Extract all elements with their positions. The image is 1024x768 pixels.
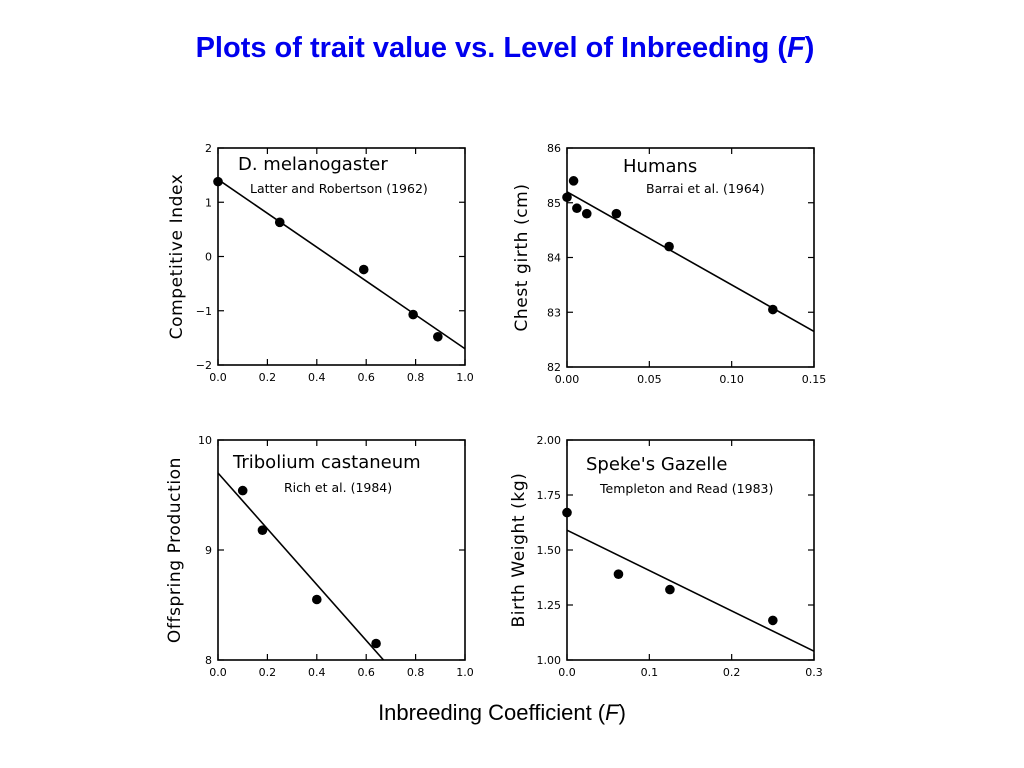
data-point bbox=[768, 304, 778, 315]
x-tick-label: 0.6 bbox=[357, 371, 375, 384]
data-point bbox=[433, 331, 443, 342]
data-point bbox=[257, 525, 268, 535]
data-point bbox=[664, 241, 674, 252]
data-point bbox=[562, 192, 572, 203]
y-axis-label: Chest girth (cm) bbox=[512, 183, 532, 331]
x-tick-label: 0.2 bbox=[723, 666, 741, 679]
slide-title-close: ) bbox=[804, 32, 815, 64]
x-tick-label: 0.4 bbox=[308, 371, 326, 384]
x-tick-label: 0.0 bbox=[558, 666, 576, 679]
data-point bbox=[665, 584, 675, 595]
y-tick-label: 1.50 bbox=[537, 544, 562, 557]
y-tick-label: 8 bbox=[205, 654, 212, 667]
data-point bbox=[358, 264, 369, 275]
y-tick-label: −2 bbox=[196, 359, 212, 372]
data-point bbox=[572, 203, 582, 214]
data-point bbox=[562, 507, 572, 518]
data-point bbox=[237, 485, 248, 496]
panel-citation: Latter and Robertson (1962) bbox=[250, 181, 428, 196]
panel-citation: Barrai et al. (1964) bbox=[646, 181, 765, 196]
y-tick-label: 1 bbox=[205, 196, 212, 209]
x-tick-label: 1.0 bbox=[456, 371, 474, 384]
panel-citation: Templeton and Read (1983) bbox=[599, 481, 773, 496]
x-caption-f: F bbox=[605, 700, 619, 725]
x-tick-label: 0.1 bbox=[641, 666, 659, 679]
y-tick-label: 2.00 bbox=[537, 434, 562, 447]
slide-title: Plots of trait value vs. Level of Inbree… bbox=[0, 32, 1010, 65]
x-tick-label: 0.0 bbox=[209, 371, 227, 384]
y-tick-label: 85 bbox=[547, 197, 561, 210]
panel-citation: Rich et al. (1984) bbox=[284, 480, 392, 495]
data-point bbox=[408, 309, 418, 320]
x-tick-label: 0.00 bbox=[555, 373, 580, 386]
fit-line bbox=[217, 178, 466, 350]
x-tick-label: 0.2 bbox=[259, 371, 277, 384]
fit-line bbox=[566, 529, 815, 652]
x-caption-close: ) bbox=[618, 700, 626, 725]
x-caption-text: Inbreeding Coefficient ( bbox=[378, 700, 606, 725]
panel-title: Tribolium castaneum bbox=[232, 452, 421, 473]
panel-title: Humans bbox=[623, 156, 697, 177]
data-point bbox=[213, 176, 223, 187]
data-point bbox=[312, 594, 322, 605]
x-tick-label: 0.6 bbox=[357, 666, 375, 679]
data-point bbox=[274, 217, 285, 228]
x-tick-label: 0.05 bbox=[637, 373, 662, 386]
x-tick-label: 0.15 bbox=[802, 373, 827, 386]
x-tick-label: 0.8 bbox=[407, 666, 425, 679]
y-tick-label: 9 bbox=[205, 544, 212, 557]
x-tick-label: 0.0 bbox=[209, 666, 227, 679]
y-tick-label: 1.75 bbox=[537, 489, 562, 502]
x-tick-label: 0.10 bbox=[719, 373, 744, 386]
x-tick-label: 0.8 bbox=[407, 371, 425, 384]
panel-title: D. melanogaster bbox=[238, 154, 388, 175]
data-point bbox=[568, 176, 579, 186]
fit-line bbox=[217, 472, 385, 661]
y-tick-label: −1 bbox=[196, 305, 212, 318]
y-tick-label: 1.00 bbox=[537, 654, 562, 667]
y-axis-label: Offspring Production bbox=[165, 457, 185, 643]
slide-title-f: F bbox=[787, 32, 805, 64]
panel-title: Speke's Gazelle bbox=[586, 454, 727, 475]
data-point bbox=[581, 208, 592, 219]
x-tick-label: 0.2 bbox=[259, 666, 277, 679]
x-tick-label: 0.4 bbox=[308, 666, 326, 679]
data-point bbox=[613, 569, 624, 579]
data-point bbox=[611, 208, 622, 219]
y-tick-label: 82 bbox=[547, 361, 561, 374]
y-tick-label: 2 bbox=[205, 142, 212, 155]
y-tick-label: 0 bbox=[205, 251, 212, 264]
data-point bbox=[371, 638, 381, 649]
x-tick-label: 0.3 bbox=[805, 666, 823, 679]
y-tick-label: 1.25 bbox=[537, 599, 562, 612]
y-tick-label: 83 bbox=[547, 306, 561, 319]
y-tick-label: 84 bbox=[547, 252, 561, 265]
slide-title-text: Plots of trait value vs. Level of Inbree… bbox=[195, 32, 787, 64]
x-tick-label: 1.0 bbox=[456, 666, 474, 679]
y-axis-label: Birth Weight (kg) bbox=[509, 473, 529, 628]
y-tick-label: 86 bbox=[547, 142, 561, 155]
y-tick-label: 10 bbox=[198, 434, 212, 447]
data-point bbox=[768, 615, 778, 626]
x-axis-caption: Inbreeding Coefficient (F) bbox=[0, 700, 1004, 726]
y-axis-label: Competitive Index bbox=[167, 174, 187, 340]
